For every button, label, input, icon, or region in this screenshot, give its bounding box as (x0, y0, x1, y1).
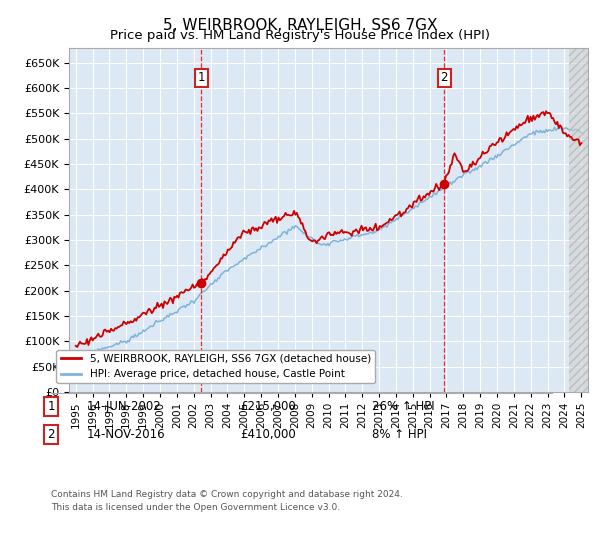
Text: 5, WEIRBROOK, RAYLEIGH, SS6 7GX: 5, WEIRBROOK, RAYLEIGH, SS6 7GX (163, 18, 437, 34)
Legend: 5, WEIRBROOK, RAYLEIGH, SS6 7GX (detached house), HPI: Average price, detached h: 5, WEIRBROOK, RAYLEIGH, SS6 7GX (detache… (56, 350, 375, 384)
Text: 14-NOV-2016: 14-NOV-2016 (87, 428, 166, 441)
Text: 2: 2 (440, 72, 448, 85)
Text: 8% ↑ HPI: 8% ↑ HPI (372, 428, 427, 441)
Text: 14-JUN-2002: 14-JUN-2002 (87, 400, 162, 413)
Text: 1: 1 (197, 72, 205, 85)
Text: £410,000: £410,000 (240, 428, 296, 441)
Bar (569, 48, 590, 392)
Text: Price paid vs. HM Land Registry's House Price Index (HPI): Price paid vs. HM Land Registry's House … (110, 29, 490, 42)
Text: 26% ↑ HPI: 26% ↑ HPI (372, 400, 434, 413)
Text: 2: 2 (47, 428, 55, 441)
Text: Contains HM Land Registry data © Crown copyright and database right 2024.
This d: Contains HM Land Registry data © Crown c… (51, 490, 403, 511)
Text: £215,000: £215,000 (240, 400, 296, 413)
Text: 1: 1 (47, 400, 55, 413)
